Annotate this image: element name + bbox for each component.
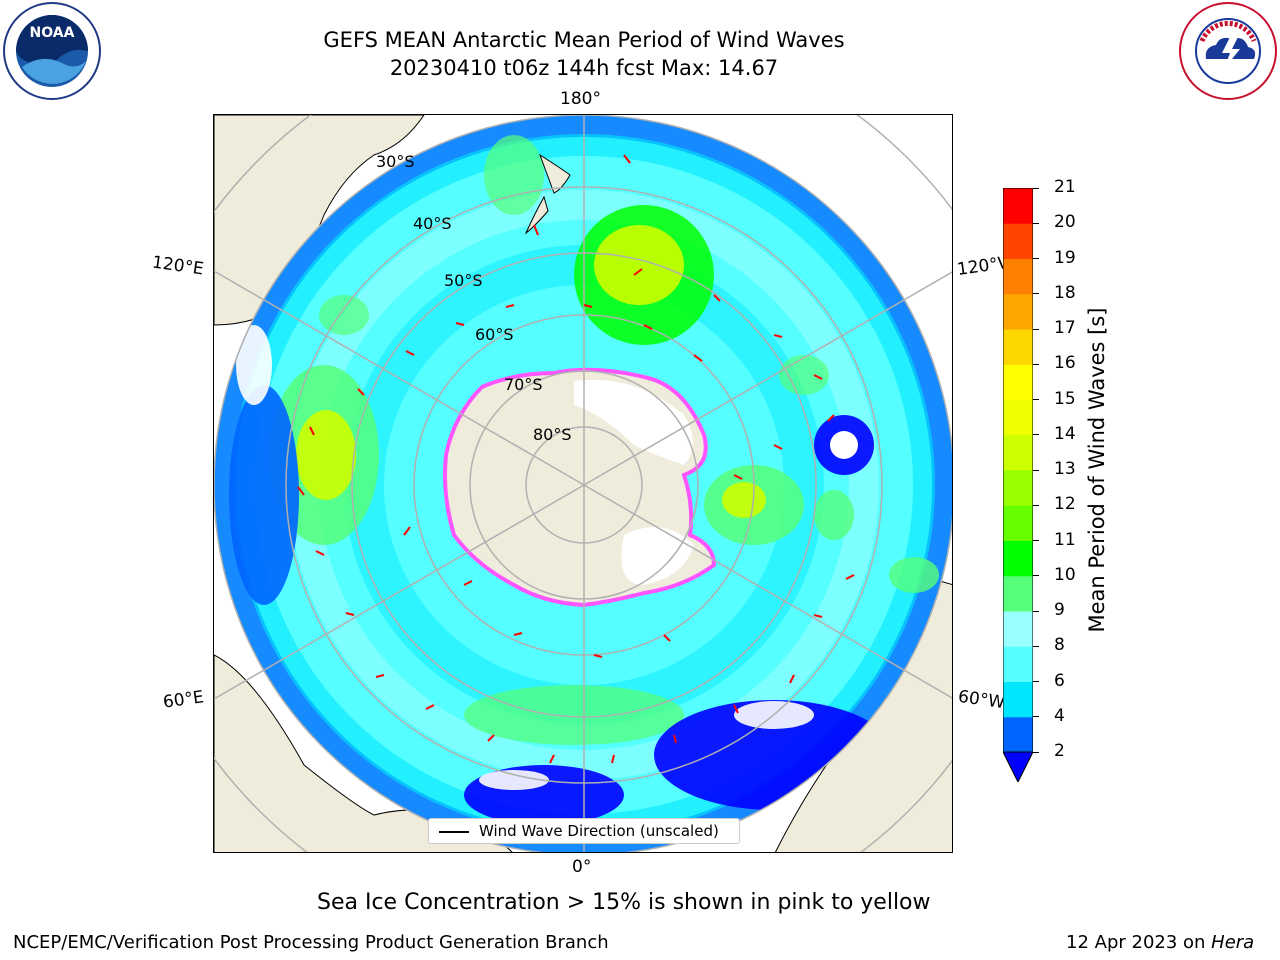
colorbar-segment	[1003, 575, 1033, 612]
footer-left: NCEP/EMC/Verification Post Processing Pr…	[13, 932, 609, 953]
colorbar-tick-mark	[1033, 258, 1039, 259]
national-weather-service-logo-icon	[1178, 1, 1278, 101]
sea-ice-note: Sea Ice Concentration > 15% is shown in …	[317, 890, 931, 915]
colorbar-segment	[1003, 258, 1033, 295]
colorbar-tick-label: 2	[1054, 741, 1065, 761]
svg-text:NOAA: NOAA	[30, 25, 75, 41]
colorbar-tick-label: 20	[1054, 212, 1076, 233]
colorbar-tick-mark	[1033, 293, 1039, 295]
colorbar-segment	[1003, 646, 1033, 682]
colorbar-segment	[1003, 540, 1033, 577]
footer-right: 12 Apr 2023 on Hera	[1066, 932, 1254, 953]
colorbar-segment	[1003, 434, 1033, 471]
colorbar-tick-mark	[1033, 610, 1039, 612]
colorbar-tick-label: 11	[1054, 529, 1076, 550]
lon-label-180: 180°	[560, 89, 601, 109]
colorbar	[1002, 187, 1034, 784]
wind-wave-direction-arrows	[297, 154, 855, 764]
map-legend: Wind Wave Direction (unscaled)	[428, 818, 740, 844]
colorbar-tick-mark	[1033, 645, 1039, 647]
colorbar-segment	[1003, 188, 1033, 224]
colorbar-tick-label: 19	[1054, 247, 1076, 268]
colorbar-tick-mark	[1033, 540, 1039, 541]
lat-label-40s: 40°S	[413, 214, 452, 233]
colorbar-svg	[1002, 187, 1034, 784]
antarctic-map	[213, 114, 953, 853]
colorbar-tick-mark	[1033, 328, 1039, 330]
colorbar-segment	[1003, 329, 1033, 365]
colorbar-label: Mean Period of Wind Waves [s]	[1085, 307, 1109, 633]
colorbar-tick-mark	[1033, 575, 1039, 577]
legend-line-swatch	[439, 831, 469, 833]
colorbar-segment	[1003, 470, 1033, 506]
footer-host: Hera	[1211, 932, 1255, 953]
colorbar-tick-mark	[1033, 434, 1039, 436]
colorbar-segment	[1003, 364, 1033, 400]
lat-label-80s: 80°S	[533, 425, 572, 444]
colorbar-tick-mark	[1033, 716, 1039, 718]
colorbar-tick-label: 13	[1054, 459, 1076, 479]
colorbar-tick-label: 21	[1054, 177, 1076, 197]
colorbar-tick-label: 8	[1054, 635, 1065, 656]
lat-label-50s: 50°S	[444, 271, 483, 290]
lat-label-70s: 70°S	[504, 375, 543, 394]
colorbar-tick-mark	[1033, 187, 1039, 189]
colorbar-tick-label: 4	[1054, 705, 1065, 726]
colorbar-tick-label: 14	[1054, 423, 1076, 444]
lat-label-60s: 60°S	[475, 325, 514, 344]
lat-label-30s: 30°S	[376, 152, 415, 171]
colorbar-tick-mark	[1033, 399, 1039, 400]
lon-label-0: 0°	[572, 857, 592, 877]
colorbar-segment	[1003, 681, 1033, 718]
colorbar-tick-mark	[1033, 363, 1039, 365]
colorbar-tick-mark	[1033, 504, 1039, 506]
colorbar-tick-mark	[1033, 469, 1039, 471]
colorbar-tick-label: 16	[1054, 353, 1076, 374]
colorbar-segment	[1003, 611, 1033, 647]
map-canvas	[214, 115, 952, 852]
colorbar-extend-arrow	[1002, 751, 1034, 784]
noaa-logo-icon: NOAA	[2, 1, 102, 101]
colorbar-tick-label: 10	[1054, 564, 1076, 585]
colorbar-tick-label: 18	[1054, 282, 1076, 303]
lon-label-60w: 60°W	[956, 686, 1007, 714]
colorbar-segment	[1003, 399, 1033, 436]
lon-label-120e: 120°E	[150, 252, 205, 280]
colorbar-segment	[1003, 716, 1033, 753]
colorbar-tick-mark	[1033, 751, 1039, 753]
colorbar-segment	[1003, 293, 1033, 330]
colorbar-tick-mark	[1033, 681, 1039, 682]
colorbar-tick-label: 9	[1054, 600, 1065, 620]
lon-label-60e: 60°E	[161, 687, 206, 713]
plot-title-line1: GEFS MEAN Antarctic Mean Period of Wind …	[323, 28, 845, 52]
footer-date: 12 Apr 2023 on	[1066, 932, 1212, 953]
colorbar-tick-mark	[1033, 222, 1039, 224]
colorbar-segment	[1003, 223, 1033, 259]
legend-label: Wind Wave Direction (unscaled)	[479, 822, 719, 840]
colorbar-tick-label: 17	[1054, 318, 1076, 338]
colorbar-segment	[1003, 505, 1033, 541]
colorbar-tick-label: 6	[1054, 670, 1065, 691]
colorbar-tick-label: 12	[1054, 494, 1076, 515]
plot-title-line2: 20230410 t06z 144h fcst Max: 14.67	[389, 56, 779, 80]
colorbar-tick-label: 15	[1054, 388, 1076, 409]
